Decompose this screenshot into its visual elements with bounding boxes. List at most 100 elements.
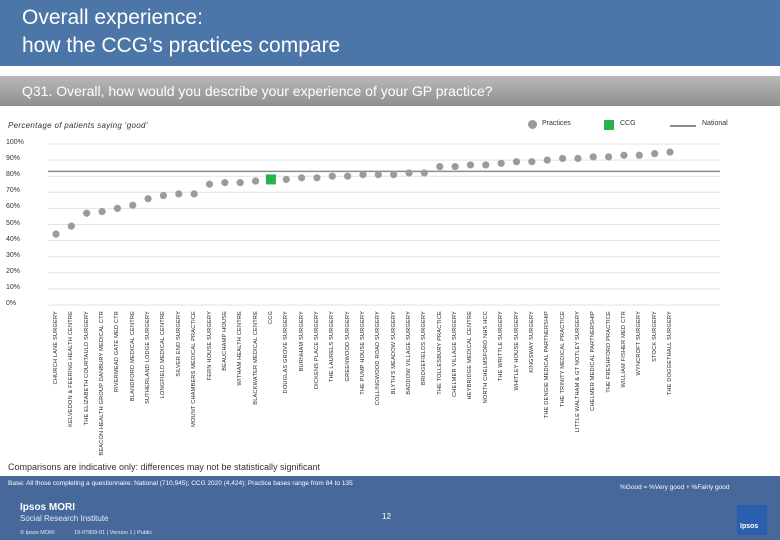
practice-point xyxy=(451,162,459,171)
base-text: Base: All those completing a questionnai… xyxy=(8,480,353,487)
y-tick-label: 40% xyxy=(6,235,21,243)
practice-point xyxy=(144,195,152,203)
practice-point xyxy=(298,174,306,182)
x-category-label: SUTHERLAND LODGE SURGERY xyxy=(145,311,152,404)
practice-point xyxy=(390,170,398,179)
question-text: Q31. Overall, how would you describe you… xyxy=(22,83,493,99)
x-category-label: WITHAM HEALTH CENTRE xyxy=(237,311,244,386)
practice-point xyxy=(589,153,597,161)
x-category-label: BADDOW VILLAGE SURGERY xyxy=(406,311,413,395)
practice-point xyxy=(190,190,198,198)
practice-point xyxy=(620,151,628,159)
legend-practice-marker xyxy=(528,120,537,129)
practice-point xyxy=(466,161,475,169)
legend-national-line xyxy=(670,125,696,127)
x-category-label: KELVEDON & FEERING HEALTH CENTRE xyxy=(68,311,75,427)
practice-point xyxy=(175,190,183,198)
x-category-label: GREENWOOD SURGERY xyxy=(344,311,351,382)
page-number: 12 xyxy=(382,512,391,521)
x-category-label: NORTH CHELMSFORD NHS HCC xyxy=(482,311,489,404)
x-category-label: THE WRITTLE SURGERY xyxy=(498,311,505,382)
legend-national-label: National xyxy=(702,120,728,127)
x-category-label: DICKENS PLACE SURGERY xyxy=(313,311,320,390)
practice-point xyxy=(313,174,321,182)
legend-ccg-marker xyxy=(604,120,614,130)
x-category-label: LITTLE WALTHAM & GT NOTLEY SURGERY xyxy=(574,311,581,433)
practice-point xyxy=(605,153,613,161)
x-category-label: RIVERMEAD GATE MED CTR xyxy=(114,311,121,393)
x-category-label: HEYBRIDGE MEDICAL CENTRE xyxy=(467,311,474,400)
title-band: Overall experience: how the CCG’s practi… xyxy=(0,0,780,66)
x-category-label: THE TOLLESBURY PRACTICE xyxy=(436,311,443,395)
x-category-label: FERN HOUSE SURGERY xyxy=(206,311,213,381)
practice-point xyxy=(251,177,260,185)
brand-name: Ipsos MORI xyxy=(20,502,76,513)
legend-ccg-label: CCG xyxy=(620,120,636,127)
x-category-label: WILLIAM FISHER MED CTR xyxy=(620,311,627,388)
y-tick-label: 90% xyxy=(6,155,21,163)
practice-point xyxy=(98,208,106,216)
x-category-label: THE DOGGETHALL SURGERY xyxy=(667,311,673,396)
practice-point xyxy=(129,201,137,209)
question-band: Q31. Overall, how would you describe you… xyxy=(0,76,780,106)
practice-point xyxy=(374,170,382,179)
ipsos-logo: Ipsos xyxy=(737,505,767,535)
x-category-label: LONGFIELD MEDICAL CENTRE xyxy=(160,311,167,399)
practice-point xyxy=(359,170,367,179)
x-category-label: BLANDFORD MEDICAL CENTRE xyxy=(129,311,136,402)
x-category-label: CHURCH LANE SURGERY xyxy=(53,311,59,385)
practice-point xyxy=(236,179,244,187)
x-category-label: THE LAURELS SURGERY xyxy=(329,311,336,383)
x-category-label: THE FRESHFORD PRACTICE xyxy=(605,311,612,393)
x-category-label: THE DENGIE MEDICAL PARTNERSHIP xyxy=(544,311,551,419)
logo-text: Ipsos xyxy=(740,523,759,530)
practice-point xyxy=(83,209,91,217)
page-title-line2: how the CCG’s practices compare xyxy=(22,34,341,57)
y-tick-label: 0% xyxy=(6,300,17,307)
practice-point xyxy=(528,158,536,166)
good-definition: %Good = %Very good + %Fairly good xyxy=(620,484,730,491)
x-category-label: DOUGLAS GROVE SURGERY xyxy=(283,311,290,394)
x-category-label: MOUNT CHAMBERS MEDICAL PRACTICE xyxy=(191,311,198,427)
x-category-label: BEACON HEALTH GROUP DANBURY MEDICAL CTR xyxy=(99,311,106,456)
y-tick-label: 80% xyxy=(6,171,21,179)
legend-practices-label: Practices xyxy=(542,120,571,127)
x-category-label: CHELMER VILLAGE SURGERY xyxy=(452,311,459,397)
x-category-label: BURNHAM SURGERY xyxy=(298,311,305,372)
practice-point xyxy=(282,175,290,184)
page-title-line1: Overall experience: xyxy=(22,6,203,29)
practice-point xyxy=(436,162,444,171)
practice-point xyxy=(482,161,490,169)
job-reference: 19-07809-01 | Version 1 | Public xyxy=(74,530,153,536)
practice-point xyxy=(666,148,674,156)
chart-subtitle: Percentage of patients saying ‘good’ xyxy=(8,121,148,130)
footer-band: Base: All those completing a questionnai… xyxy=(0,476,780,540)
x-category-label: CCG xyxy=(267,311,274,325)
practice-point xyxy=(651,150,659,158)
y-tick-label: 50% xyxy=(6,219,21,227)
y-tick-label: 20% xyxy=(6,267,21,275)
y-tick-label: 100% xyxy=(6,139,24,146)
x-category-label: CHELMER MEDICAL PARTNERSHIP xyxy=(590,311,597,411)
y-tick-label: 30% xyxy=(6,251,21,259)
practice-point xyxy=(52,230,60,238)
x-category-label: COLLINGWOOD ROAD SURGERY xyxy=(375,311,382,406)
practice-point xyxy=(113,204,121,212)
practice-point xyxy=(344,172,352,180)
x-category-label: THE TRINITY MEDICAL PRACTICE xyxy=(559,311,566,407)
x-category-label: STOCK SURGERY xyxy=(651,311,658,362)
y-tick-label: 60% xyxy=(6,203,21,211)
practice-point xyxy=(574,154,582,163)
x-category-label: BRIDGEFIELDS SURGERY xyxy=(421,311,428,386)
practice-point xyxy=(635,151,643,159)
ccg-point xyxy=(265,174,276,185)
copyright: © Ipsos MORI xyxy=(20,530,55,536)
y-tick-label: 70% xyxy=(6,187,21,195)
practice-point xyxy=(405,169,413,177)
x-category-label: BEAUCHAMP HOUSE xyxy=(221,311,228,371)
x-category-label: KINGSWAY SURGERY xyxy=(528,311,535,373)
practice-point xyxy=(543,156,551,164)
x-category-label: WYNCROFT SURGERY xyxy=(636,311,643,376)
divider xyxy=(0,66,780,76)
